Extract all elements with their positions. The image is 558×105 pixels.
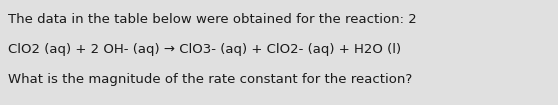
Text: What is the magnitude of the rate constant for the reaction?: What is the magnitude of the rate consta… [8,74,412,87]
Text: The data in the table below were obtained for the reaction: 2: The data in the table below were obtaine… [8,13,417,26]
Text: ClO2 (aq) + 2 OH- (aq) → ClO3- (aq) + ClO2- (aq) + H2O (l): ClO2 (aq) + 2 OH- (aq) → ClO3- (aq) + Cl… [8,43,402,56]
